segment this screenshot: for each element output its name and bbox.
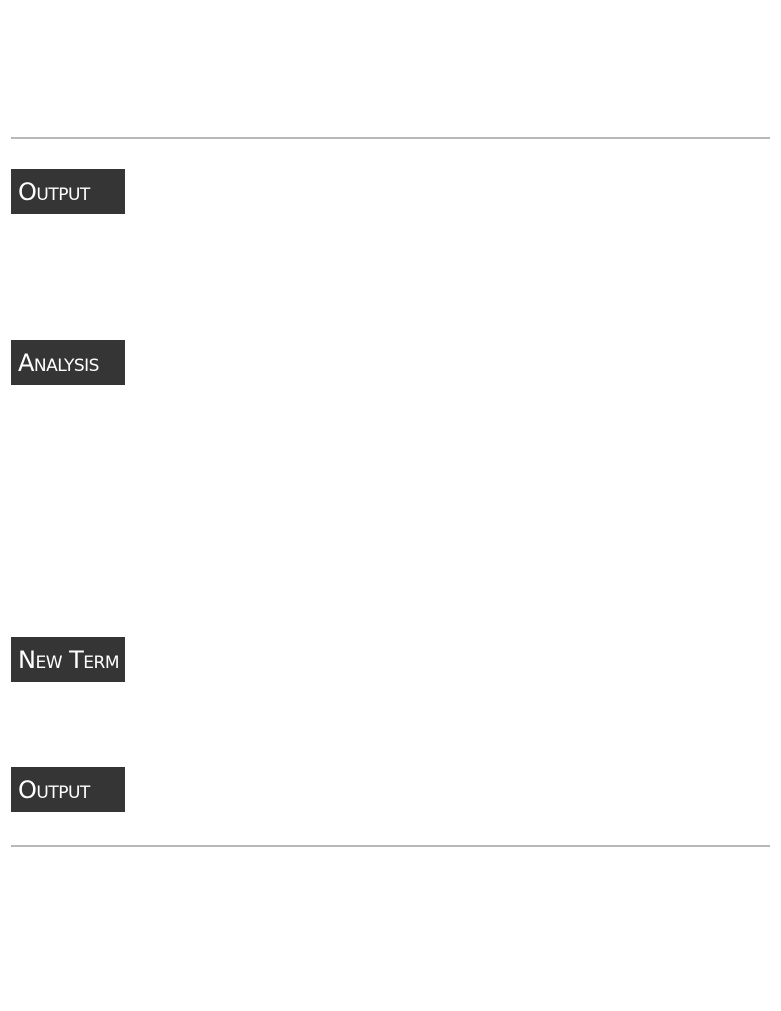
output-tag-second: Output	[11, 767, 125, 812]
new-term-tag: New Term	[11, 637, 125, 682]
analysis-tag: Analysis	[11, 340, 125, 385]
top-horizontal-rule	[11, 137, 770, 139]
bottom-horizontal-rule	[11, 845, 770, 847]
output-tag: Output	[11, 169, 125, 214]
